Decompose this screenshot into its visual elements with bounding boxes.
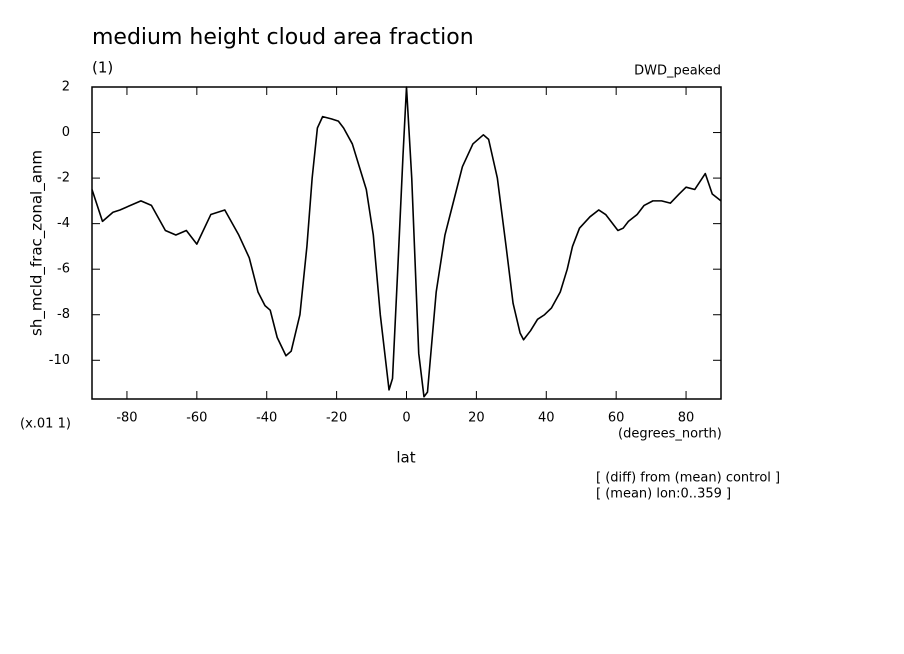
data-line xyxy=(91,86,722,398)
x-tick-label: 80 xyxy=(678,411,695,426)
x-tick-label: -40 xyxy=(256,411,277,426)
x-tick-label: -20 xyxy=(326,411,347,426)
dataset-label: DWD_peaked xyxy=(634,64,721,79)
subtitle: (1) xyxy=(92,59,113,77)
x-axis-label: lat xyxy=(396,449,415,467)
x-tick-label: 40 xyxy=(538,411,555,426)
note: [ (mean) lon:0..359 ] xyxy=(596,487,731,502)
note: [ (diff) from (mean) control ] xyxy=(596,471,780,486)
y-tick-label: 2 xyxy=(62,80,70,95)
y-tick-label: -4 xyxy=(57,216,70,231)
y-tick-label: -8 xyxy=(57,307,70,322)
y-scale-label: (x.01 1) xyxy=(20,417,71,432)
x-tick-label: 0 xyxy=(402,411,410,426)
y-tick-label: -6 xyxy=(57,262,70,277)
x-units: (degrees_north) xyxy=(618,427,722,442)
x-tick-label: -80 xyxy=(116,411,137,426)
x-tick-label: 60 xyxy=(608,411,625,426)
plot-frame xyxy=(91,86,722,400)
y-tick-label: -10 xyxy=(49,353,70,368)
x-tick-label: 20 xyxy=(468,411,485,426)
chart-title: medium height cloud area fraction xyxy=(92,25,474,50)
y-tick-label: 0 xyxy=(62,125,70,140)
y-tick-label: -2 xyxy=(57,171,70,186)
y-axis-label: sh_mcld_frac_zonal_anm xyxy=(28,150,47,336)
x-tick-label: -60 xyxy=(186,411,207,426)
